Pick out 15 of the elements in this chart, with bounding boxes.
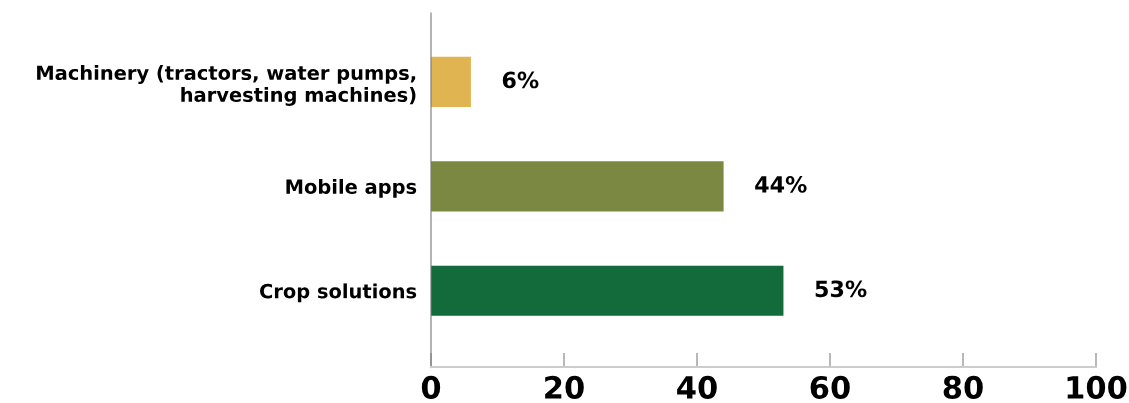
y-tick-label: Machinery (tractors, water pumps, harvesting machines) xyxy=(37,65,416,106)
bar xyxy=(431,265,784,316)
x-tick-label: 60 xyxy=(810,375,850,399)
x-tick-label: 20 xyxy=(545,375,584,399)
data-label: 53% xyxy=(815,280,867,298)
data-label: 6% xyxy=(502,71,539,89)
x-tick-label: 0 xyxy=(421,375,441,399)
y-tick-label: Crop solutions xyxy=(260,283,417,303)
bar xyxy=(431,161,724,212)
y-tick-label: Mobile apps xyxy=(286,178,417,198)
bar xyxy=(431,56,471,107)
data-label: 44% xyxy=(755,175,807,193)
x-tick-label: 40 xyxy=(677,375,717,399)
x-tick-label: 100 xyxy=(1067,375,1127,399)
x-tick-label: 80 xyxy=(943,375,983,399)
